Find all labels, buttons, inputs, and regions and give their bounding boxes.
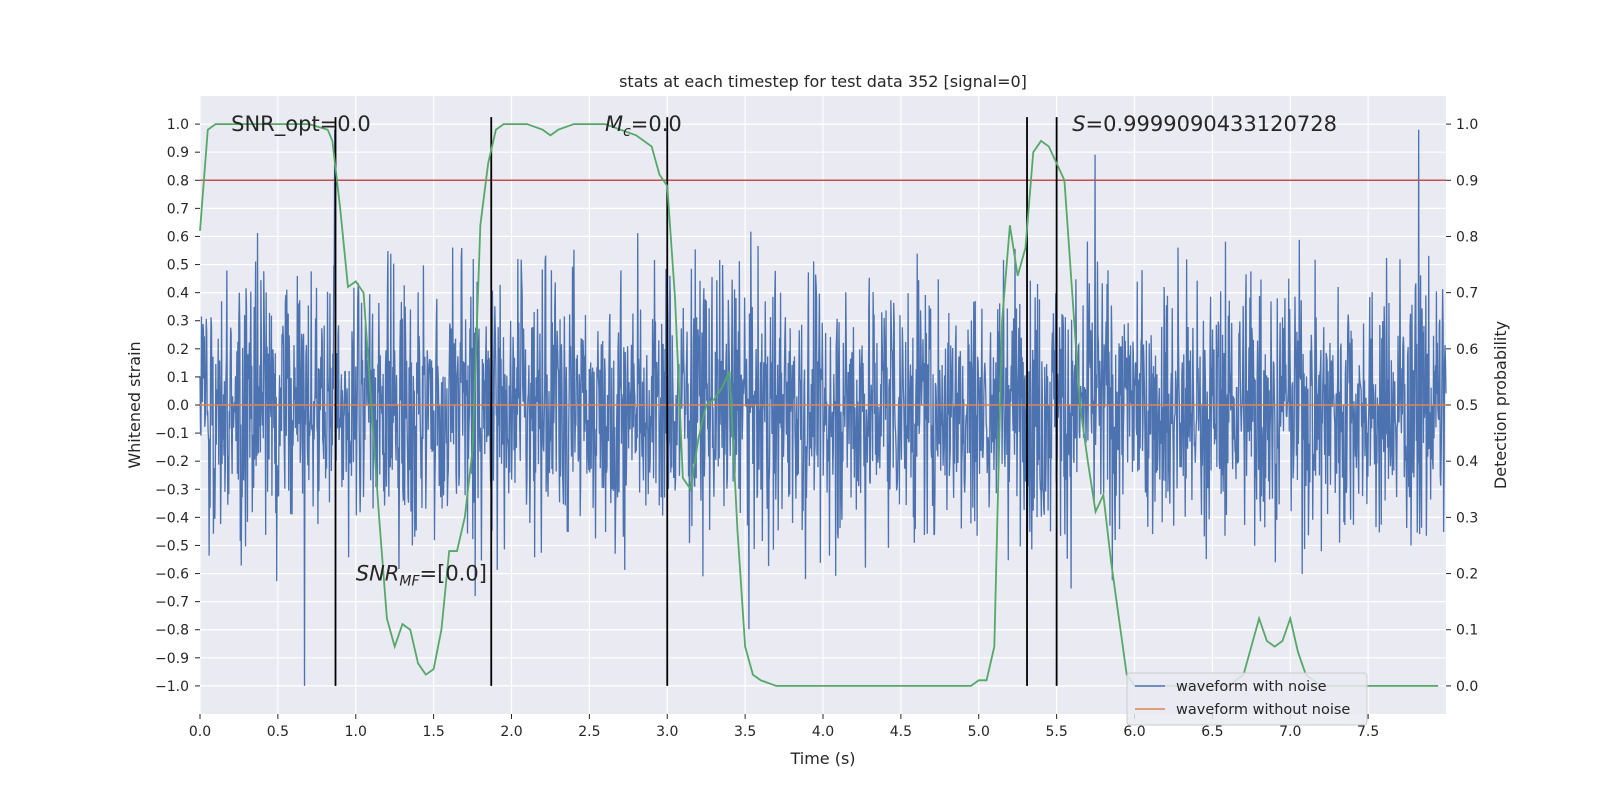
x-tick-label-0: 0.0	[189, 724, 211, 740]
y-left-tick-label-9: 0.1	[167, 370, 189, 386]
x-tick-label-8: 4.0	[812, 724, 834, 740]
legend-label-clean: waveform without noise	[1176, 702, 1350, 718]
x-tick-label-6: 3.0	[656, 724, 678, 740]
y-right-tick-label-7: 0.3	[1456, 510, 1478, 526]
vertical-markers	[334, 117, 1058, 686]
x-tick-label-10: 5.0	[968, 724, 990, 740]
y-left-tick-label-10: 0.0	[167, 398, 189, 414]
x-tick-label-1: 0.5	[267, 724, 289, 740]
y-right-tick-label-10: 0.0	[1456, 679, 1478, 695]
y-left-axis-ticks: 1.0 0.9 0.8 0.7 0.6 0.5 0.4 0.3 0.2 0.1 0.0 −0.1 −0.…	[155, 117, 200, 695]
y-right-axis-label: Detection probability	[1491, 321, 1510, 489]
x-tick-label-14: 7.0	[1279, 724, 1301, 740]
x-tick-label-4: 2.0	[500, 724, 522, 740]
y-left-tick-label-7: 0.3	[167, 314, 189, 330]
y-left-tick-label-1: 0.9	[167, 145, 189, 161]
y-right-tick-label-8: 0.2	[1456, 567, 1478, 583]
annotation-2: Mc=0.0	[605, 112, 682, 140]
x-tick-label-13: 6.5	[1201, 724, 1223, 740]
x-axis-label: Time (s)	[789, 749, 855, 768]
y-left-tick-label-13: −0.3	[155, 482, 189, 498]
x-axis-ticks: 0.0 0.5 1.0 1.5 2.0 2.5 3.0 3.5 4.0 4.5 5.0 5.5 6.0 6…	[189, 714, 1379, 740]
y-left-tick-label-14: −0.4	[155, 510, 189, 526]
noisy-waveform-line	[199, 129, 1447, 686]
y-right-tick-label-3: 0.7	[1456, 286, 1478, 302]
x-tick-label-15: 7.5	[1357, 724, 1379, 740]
legend-box	[1126, 672, 1368, 726]
annotations: SNR_opt=0.0 SNRMF=[0.0] Mc=0.0 S=0.99990904…	[231, 112, 1337, 589]
y-right-tick-label-1: 0.9	[1456, 173, 1478, 189]
y-left-tick-label-11: −0.1	[155, 426, 189, 442]
y-left-tick-label-4: 0.6	[167, 229, 189, 245]
y-left-tick-label-15: −0.5	[155, 538, 189, 554]
chart-title: stats at each timestep for test data 352…	[619, 72, 1027, 91]
y-right-axis-ticks: 1.0 0.9 0.8 0.7 0.6 0.5 0.4 0.3 0.2 0.1 0.0	[1446, 117, 1478, 695]
y-left-tick-label-0: 1.0	[167, 117, 189, 133]
y-left-tick-label-6: 0.4	[167, 286, 189, 302]
y-left-tick-label-8: 0.2	[167, 342, 189, 358]
y-left-tick-label-18: −0.8	[155, 623, 189, 639]
y-right-tick-label-9: 0.1	[1456, 623, 1478, 639]
annotation-3: S=0.9999090433120728	[1072, 112, 1337, 136]
y-left-tick-label-2: 0.8	[167, 173, 189, 189]
annotation-0: SNR_opt=0.0	[231, 112, 371, 137]
x-tick-label-3: 1.5	[422, 724, 444, 740]
y-left-tick-label-16: −0.6	[155, 567, 189, 583]
y-left-axis-label: Whitened strain	[125, 341, 144, 468]
legend: waveform with noise waveform without noi…	[1126, 672, 1368, 726]
y-left-tick-label-5: 0.5	[167, 258, 189, 274]
y-left-tick-label-20: −1.0	[155, 679, 189, 695]
x-tick-label-2: 1.0	[345, 724, 367, 740]
x-tick-label-7: 3.5	[734, 724, 756, 740]
y-right-tick-label-4: 0.6	[1456, 342, 1478, 358]
x-tick-label-5: 2.5	[578, 724, 600, 740]
y-right-tick-label-2: 0.8	[1456, 229, 1478, 245]
x-tick-label-11: 5.5	[1045, 724, 1067, 740]
y-left-tick-label-17: −0.7	[155, 595, 189, 611]
y-left-tick-label-19: −0.9	[155, 651, 189, 667]
legend-label-noise: waveform with noise	[1176, 679, 1327, 695]
y-right-tick-label-5: 0.5	[1456, 398, 1478, 414]
y-left-tick-label-3: 0.7	[167, 201, 189, 217]
annotation-1: SNRMF=[0.0]	[356, 562, 487, 590]
y-left-tick-label-12: −0.2	[155, 454, 189, 470]
noisy-waveform-series	[199, 129, 1447, 686]
y-right-tick-label-0: 1.0	[1456, 117, 1478, 133]
x-tick-label-9: 4.5	[890, 724, 912, 740]
x-tick-label-12: 6.0	[1123, 724, 1145, 740]
y-right-tick-label-6: 0.4	[1456, 454, 1478, 470]
